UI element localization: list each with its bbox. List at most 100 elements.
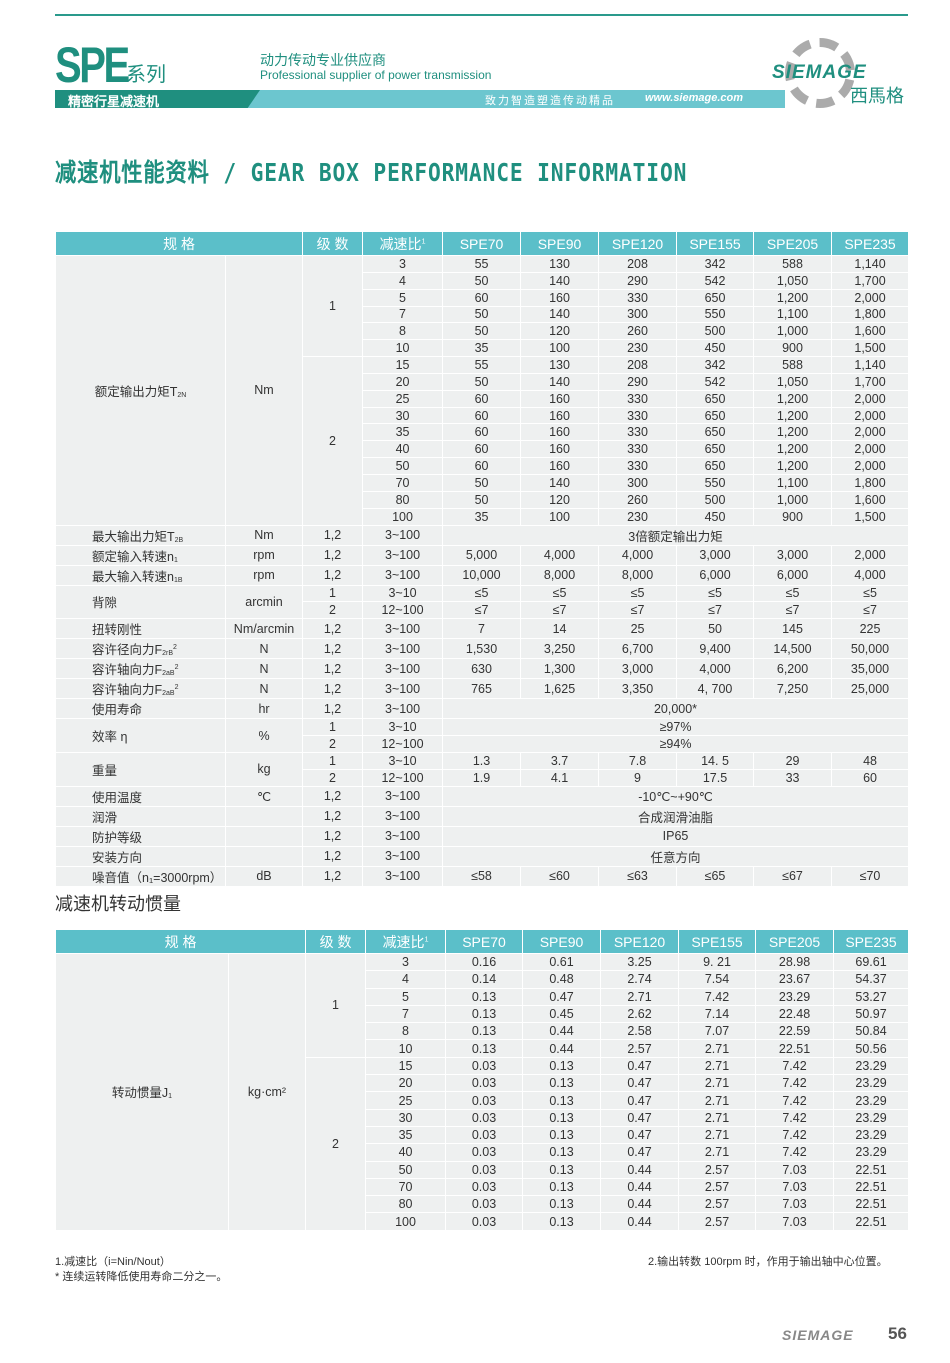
stage: 1: [305, 953, 367, 1058]
spec-name: 容许轴向力F: [92, 683, 163, 698]
cell-value: 120: [520, 322, 600, 341]
spec-name: 使用温度: [92, 790, 143, 805]
header-row: 规 格级 数减速比1 SPE70 SPE90 SPE120 SPE155 SPE205 SP…: [54, 929, 910, 954]
ratio: 35: [365, 1125, 447, 1145]
spec-name: 安装方向: [92, 850, 143, 865]
cell-value: 588: [753, 356, 833, 374]
table-row: 容许轴向力F2aB2 N 1,2 3~100 630 1,300 3,000 4,000 6,2…: [55, 658, 910, 680]
cell-value: 0.03: [445, 1177, 524, 1197]
cell-value: 1,200: [753, 406, 833, 425]
cell-value: 0.13: [522, 1074, 602, 1093]
table-row: 润滑 1,2 3~100 合成润滑油脂: [55, 805, 910, 827]
cell-value: 1,700: [831, 271, 910, 290]
cell-value: 900: [753, 507, 833, 526]
cell-value: 22.59: [755, 1022, 835, 1041]
header-ratio: 减速比1: [365, 929, 447, 954]
cell-value: 4.1: [520, 768, 600, 787]
cell-value: 1,050: [753, 271, 833, 290]
cell-value: 22.51: [833, 1212, 910, 1231]
spec-name: 容许径向力F: [92, 643, 163, 658]
stage: 1: [302, 718, 364, 737]
table-row: 2 12~100 ≥94%: [56, 735, 910, 753]
motto: 致力智造塑造传动精品: [485, 95, 615, 107]
cell-value: 2.57: [600, 1039, 680, 1058]
cell-value: 0.47: [600, 1125, 680, 1145]
cell-value: ≤5: [753, 584, 833, 603]
cell-value: 500: [676, 322, 755, 341]
cell-value: 7.42: [755, 1056, 835, 1076]
cell-value: 60: [831, 768, 910, 787]
stage: 1: [302, 751, 364, 770]
cell-value: 0.47: [600, 1108, 680, 1127]
cell-value: 140: [520, 271, 600, 290]
cell-value: 0.44: [600, 1177, 680, 1197]
cell-value: 100: [520, 507, 600, 526]
ratio: 40: [365, 1143, 447, 1162]
unit: kg·cm²: [227, 953, 307, 1231]
gear-logo-icon: [785, 38, 855, 108]
spec-label: 最大输入转速n1B: [55, 564, 226, 586]
cell-value: 4,000: [676, 658, 755, 680]
cell-value: 69.61: [833, 952, 910, 972]
table-row: 容许轴向力F2aB2 N 1,2 3~100 765 1,625 3,350 4, 700 7,…: [55, 678, 910, 700]
header-model: SPE90: [522, 929, 602, 954]
ratio: 3~100: [362, 638, 444, 660]
stage: 2: [302, 356, 364, 526]
table-row: 扭转刚性 Nm/arcmin 1,2 3~100 7 14 25 50 145 225: [55, 618, 910, 640]
ratio: 3: [365, 952, 447, 972]
cell-value: ≤7: [442, 601, 522, 620]
cell-value: 3,250: [520, 638, 600, 660]
cell-value: 50: [676, 618, 755, 640]
cell-value: 2.71: [678, 1091, 757, 1110]
spec-name: 额定输出力矩T: [94, 384, 178, 399]
stage: 1: [302, 584, 364, 603]
cell-value: 145: [753, 618, 833, 640]
cell-value: 1,625: [520, 678, 600, 700]
cell-value: 140: [520, 473, 600, 492]
cell-value: 1,530: [442, 638, 522, 660]
ratio: 3~10: [362, 751, 444, 770]
cell-value: 900: [753, 339, 833, 358]
cell-value: 0.13: [522, 1143, 602, 1162]
cell-value: ≤7: [676, 601, 755, 620]
spec-label: 使用寿命: [55, 698, 226, 720]
cell-value: 342: [676, 356, 755, 374]
cell-value: 765: [442, 678, 522, 700]
cell-value: ≤5: [676, 584, 755, 603]
spec-label: 安装方向: [55, 845, 226, 867]
cell-value: ≤7: [753, 601, 833, 620]
spec-name: 使用寿命: [92, 703, 143, 718]
cell-value: 29: [753, 751, 833, 770]
header-model: SPE120: [600, 929, 680, 954]
header-model: SPE155: [676, 231, 755, 256]
ratio: 3~10: [362, 718, 444, 737]
cell-value: ≤58: [442, 865, 522, 887]
cell-value: 7.42: [755, 1125, 835, 1145]
unit: [224, 825, 304, 847]
ratio: 3~100: [362, 678, 444, 700]
cell-value: 7.03: [755, 1212, 835, 1231]
cell-value: 630: [442, 658, 522, 680]
table-row: 额定输出力矩T2N Nm 1 3 55 130 208 342 588 1,140: [55, 254, 910, 526]
stage: 1,2: [302, 825, 364, 847]
cell-value: 2,000: [831, 406, 910, 425]
spec-name: 容许轴向力F: [92, 663, 163, 678]
cell-value: 50: [442, 372, 522, 391]
table-row: 最大输出力矩T2B Nm 1,2 3~100 3倍额定输出力矩: [55, 524, 910, 546]
cell-value: 588: [753, 255, 833, 273]
table-row: 防护等级 1,2 3~100 IP65: [55, 825, 910, 847]
cell-value: 7.03: [755, 1160, 835, 1179]
table-row: 重量 kg 1 3~10 1.3 3.7 7.8 14. 5 29 48: [55, 751, 910, 787]
unit: dB: [224, 865, 304, 887]
spec-label: 额定输出力矩T2N: [55, 255, 226, 526]
cell-value: 2.71: [678, 1074, 757, 1093]
cell-value: 0.47: [522, 987, 602, 1006]
ratio: 100: [365, 1212, 447, 1231]
ratio: 3~100: [362, 564, 444, 586]
cell-value: 8,000: [598, 564, 678, 586]
cell-value: 7.8: [598, 751, 678, 770]
ratio: 3~100: [362, 785, 444, 807]
cell-value: ≤5: [598, 584, 678, 603]
table-row: 30 60 160 330 650 1,200 2,000: [56, 406, 910, 425]
cell-value: 300: [598, 305, 678, 324]
